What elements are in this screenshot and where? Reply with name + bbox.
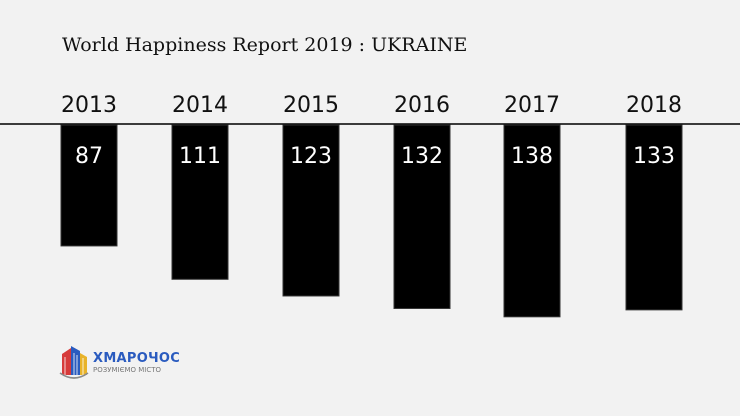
data-label: 138 xyxy=(511,144,553,169)
data-label: 132 xyxy=(401,144,443,169)
bar xyxy=(282,124,340,297)
bar xyxy=(393,124,451,309)
x-tick-label: 2014 xyxy=(172,93,228,118)
brand-logo: ХМАРОЧОС РОЗУМІЄМО МІСТО xyxy=(59,345,180,381)
skyscraper-logo-icon xyxy=(59,346,89,379)
x-tick-label: 2013 xyxy=(61,93,117,118)
bar xyxy=(60,124,118,247)
data-label: 123 xyxy=(290,144,332,169)
x-tick-label: 2015 xyxy=(283,93,339,118)
bar xyxy=(171,124,229,280)
x-tick-label: 2016 xyxy=(394,93,450,118)
data-label: 87 xyxy=(75,144,103,169)
x-tick-label: 2018 xyxy=(626,93,682,118)
data-label: 133 xyxy=(633,144,675,169)
bar xyxy=(503,124,561,318)
bar xyxy=(625,124,683,311)
chart-title: World Happiness Report 2019 : UKRAINE xyxy=(62,34,468,56)
data-label: 111 xyxy=(179,144,221,169)
x-tick-label: 2017 xyxy=(504,93,560,118)
logo-name: ХМАРОЧОС xyxy=(93,350,181,366)
logo-tagline: РОЗУМІЄМО МІСТО xyxy=(93,365,162,374)
